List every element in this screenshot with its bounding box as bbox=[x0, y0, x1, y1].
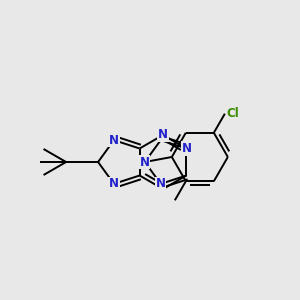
Text: Cl: Cl bbox=[226, 107, 239, 120]
Text: N: N bbox=[182, 142, 191, 155]
Text: N: N bbox=[156, 177, 166, 190]
Text: N: N bbox=[140, 155, 150, 169]
Text: N: N bbox=[109, 134, 119, 147]
Text: N: N bbox=[158, 128, 168, 142]
Text: N: N bbox=[109, 177, 119, 190]
